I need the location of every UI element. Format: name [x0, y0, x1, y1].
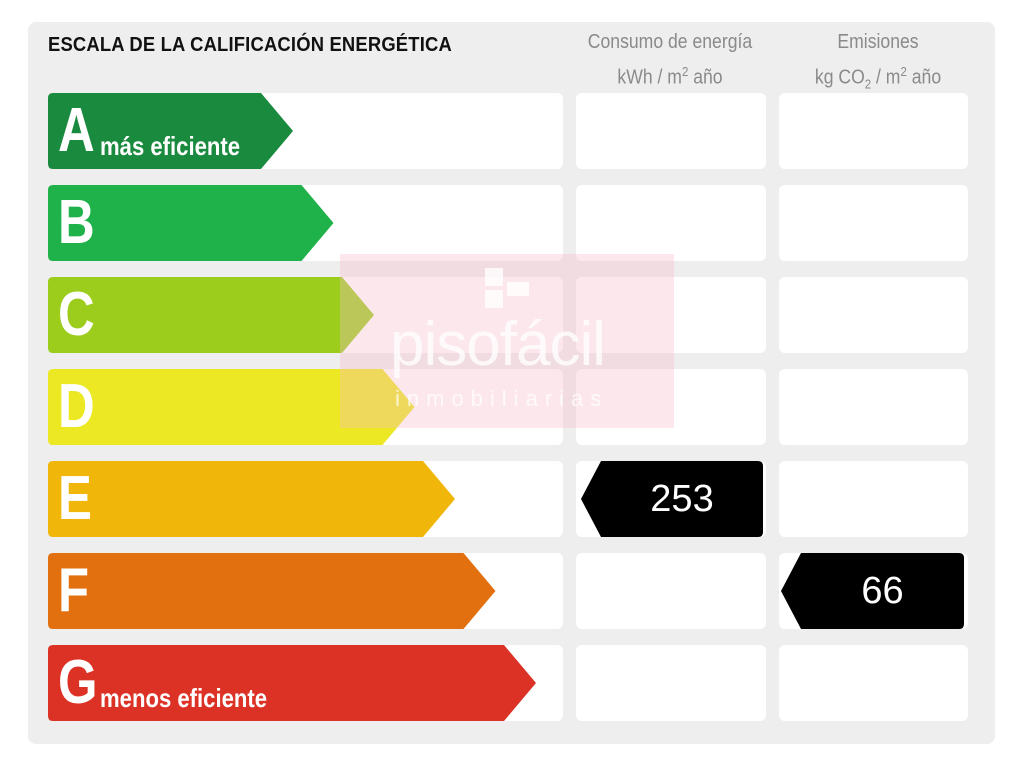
class-letter-b: B [58, 188, 95, 257]
column-header-emisiones-line2: kg CO2 / m2 año [814, 64, 942, 92]
rating-marker-emisiones: 66 [781, 553, 964, 629]
chart-title: ESCALA DE LA CALIFICACIÓN ENERGÉTICA [48, 34, 452, 56]
cell-consumo-f [576, 553, 766, 629]
cell-consumo-a [576, 93, 766, 169]
class-bar-b: B [48, 185, 334, 261]
class-letter-e: E [58, 464, 92, 533]
cell-consumo-c [576, 277, 766, 353]
cell-emisiones-a [779, 93, 968, 169]
class-letter-d: D [58, 372, 95, 441]
cell-emisiones-d [779, 369, 968, 445]
class-letter-c: C [58, 280, 95, 349]
class-sublabel-a: más eficiente [100, 131, 241, 161]
class-bar-shape-b [48, 185, 334, 261]
column-header-emisiones: Emisiones kg CO2 / m2 año [790, 28, 966, 99]
cell-emisiones-c [779, 277, 968, 353]
cell-emisiones-e [779, 461, 968, 537]
class-bar-shape-g [48, 645, 536, 721]
class-bar-shape-a [48, 93, 293, 169]
class-letter-a: A [58, 96, 95, 165]
watermark-logo-icon [485, 268, 529, 308]
cell-emisiones-b [779, 185, 968, 261]
rating-value-emisiones: 66 [861, 569, 904, 612]
rating-marker-consumo: 253 [581, 461, 763, 537]
class-bar-shape-d [48, 369, 415, 445]
column-header-emisiones-line1: Emisiones [837, 31, 919, 53]
watermark-tagline: inmobiliarias [395, 386, 609, 411]
class-bar-c: C [48, 277, 374, 353]
class-bar-shape-c [48, 277, 374, 353]
cell-emisiones-g [779, 645, 968, 721]
class-bar-shape-f [48, 553, 496, 629]
class-sublabel-g: menos eficiente [100, 683, 268, 713]
cell-consumo-b [576, 185, 766, 261]
cell-consumo-g [576, 645, 766, 721]
class-letter-g: G [58, 648, 98, 717]
cell-consumo-d [576, 369, 766, 445]
watermark-brand: pisofácil [390, 310, 606, 379]
rating-value-consumo: 253 [650, 477, 714, 520]
column-header-consumo-line1: Consumo de energía [587, 31, 753, 53]
class-bar-shape-e [48, 461, 455, 537]
class-bar-e: E [48, 461, 455, 537]
rating-marker-shape-emisiones [781, 553, 964, 629]
class-bar-f: F [48, 553, 496, 629]
watermark: pisofácil inmobiliarias [340, 254, 674, 428]
class-letter-f: F [58, 556, 90, 625]
column-header-consumo: Consumo de energía kWh / m2 año [582, 28, 758, 93]
rating-marker-shape-consumo [581, 461, 763, 537]
class-bar-d: D [48, 369, 415, 445]
column-header-consumo-line2: kWh / m2 año [617, 64, 723, 89]
